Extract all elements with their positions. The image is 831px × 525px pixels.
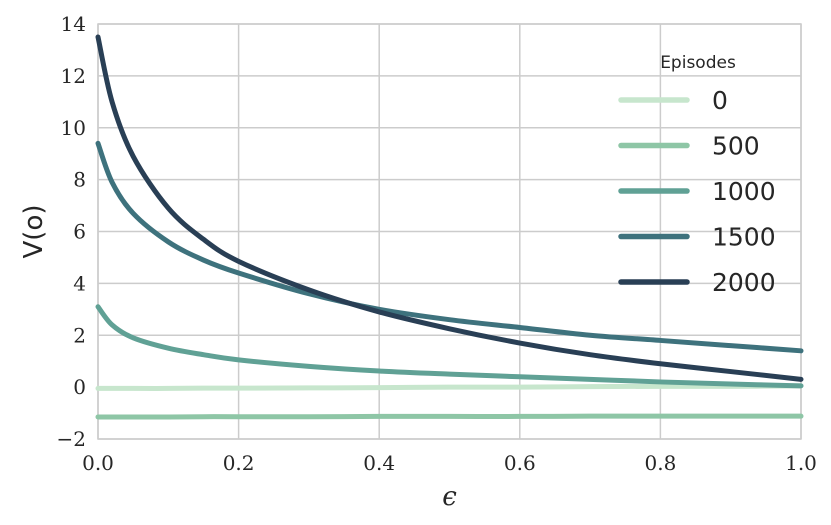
x-tick-label: 0.2 (223, 451, 255, 475)
series-line-0 (95, 383, 804, 391)
y-tick-label: 10 (61, 116, 86, 140)
legend-label-500: 500 (712, 132, 760, 161)
series-layer (95, 34, 804, 420)
y-tick-label: 6 (73, 220, 86, 244)
legend-title: Episodes (660, 53, 736, 73)
y-axis-label: V(o) (19, 205, 49, 259)
y-tick-label: 8 (73, 168, 86, 192)
legend-label-0: 0 (712, 86, 728, 115)
legend-label-2000: 2000 (712, 268, 776, 297)
series-line-2000 (95, 34, 804, 382)
x-axis-label: ϵ (442, 482, 457, 512)
legend: Episodes 0 500 1000 1500 2000 (618, 53, 776, 297)
legend-label-1000: 1000 (712, 177, 776, 206)
x-tick-label: 1.0 (785, 451, 817, 475)
x-tick-label: 0.6 (504, 451, 536, 475)
y-tick-label: 4 (73, 271, 86, 295)
x-tick-label: 0.8 (644, 451, 676, 475)
series-line-1000 (95, 304, 804, 389)
x-tick-label: 0.0 (82, 451, 114, 475)
plot-frame (97, 23, 802, 440)
tick-labels: 0.0 0.2 0.4 0.6 0.8 1.0 −2 0 2 4 6 8 10 12 14 (57, 12, 817, 475)
series-line-1500 (95, 140, 804, 354)
legend-label-1500: 1500 (712, 223, 776, 252)
y-tick-label: 0 (73, 375, 86, 399)
y-tick-label: 2 (73, 323, 86, 347)
grid (97, 23, 802, 440)
y-tick-label: 12 (61, 64, 86, 88)
y-tick-label: 14 (61, 12, 86, 36)
series-line-500 (95, 413, 804, 420)
y-tick-label: −2 (57, 427, 86, 451)
x-tick-label: 0.4 (363, 451, 395, 475)
